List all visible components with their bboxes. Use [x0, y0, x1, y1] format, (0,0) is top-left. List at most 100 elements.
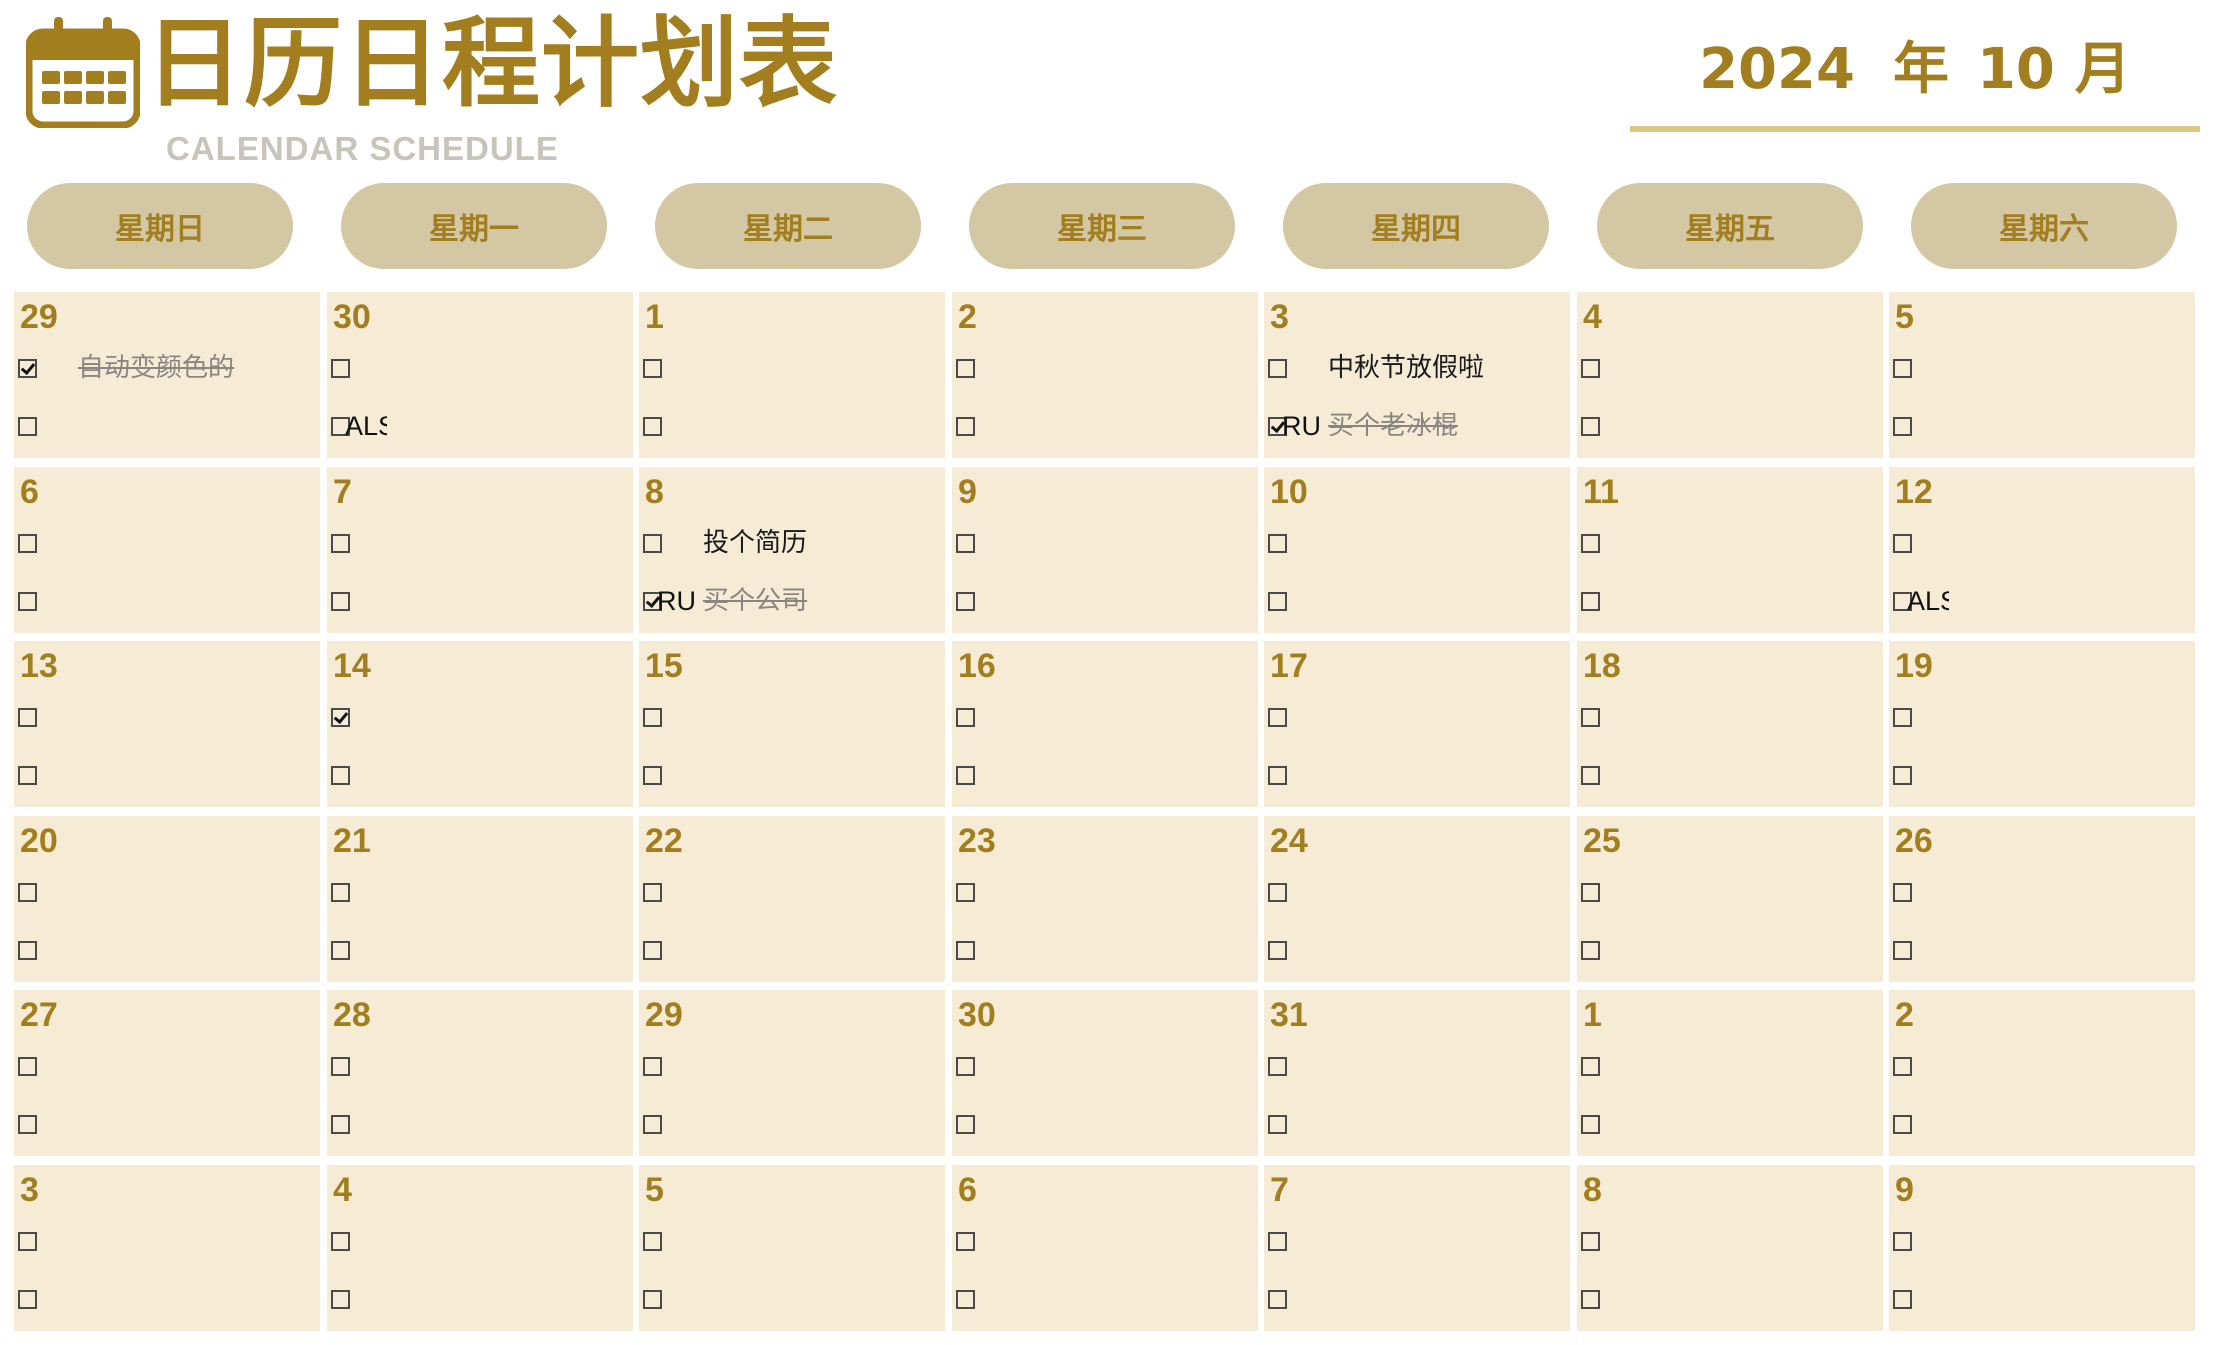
- task-checkbox[interactable]: [956, 1232, 975, 1251]
- task-checkbox[interactable]: [1581, 1115, 1600, 1134]
- task-checkbox[interactable]: [1268, 941, 1287, 960]
- task-checkbox[interactable]: [643, 883, 662, 902]
- task-checkbox[interactable]: [1268, 359, 1287, 378]
- day-cell[interactable]: 11: [1577, 467, 1883, 633]
- task-checkbox[interactable]: [956, 592, 975, 611]
- task-checkbox[interactable]: [956, 1057, 975, 1076]
- day-cell[interactable]: 8 投个简历 RU 买个公司: [639, 467, 945, 633]
- task-checkbox[interactable]: [643, 1232, 662, 1251]
- task-checkbox[interactable]: [956, 708, 975, 727]
- task-checkbox[interactable]: [1268, 1057, 1287, 1076]
- task-checkbox[interactable]: [1581, 1232, 1600, 1251]
- task-checkbox[interactable]: [1268, 534, 1287, 553]
- day-cell[interactable]: 20: [14, 816, 320, 982]
- day-cell[interactable]: 14: [327, 641, 633, 807]
- day-cell[interactable]: 19: [1889, 641, 2195, 807]
- task-checkbox[interactable]: [643, 592, 662, 611]
- day-cell[interactable]: 4: [1577, 292, 1883, 458]
- task-checkbox[interactable]: [18, 417, 37, 436]
- task-checkbox[interactable]: [1581, 708, 1600, 727]
- task-checkbox[interactable]: [331, 766, 350, 785]
- task-checkbox[interactable]: [1581, 417, 1600, 436]
- day-cell[interactable]: 21: [327, 816, 633, 982]
- task-checkbox[interactable]: [1268, 1290, 1287, 1309]
- day-cell[interactable]: 2: [1889, 990, 2195, 1156]
- task-checkbox[interactable]: [18, 941, 37, 960]
- day-cell[interactable]: 3 中秋节放假啦 RU 买个老冰棍: [1264, 292, 1570, 458]
- day-cell[interactable]: 18: [1577, 641, 1883, 807]
- day-cell[interactable]: 7: [1264, 1165, 1570, 1331]
- day-cell[interactable]: 1: [1577, 990, 1883, 1156]
- task-checkbox[interactable]: [1268, 1232, 1287, 1251]
- task-checkbox[interactable]: [956, 941, 975, 960]
- day-cell[interactable]: 13: [14, 641, 320, 807]
- task-checkbox[interactable]: [18, 1290, 37, 1309]
- task-checkbox[interactable]: [1893, 359, 1912, 378]
- day-cell[interactable]: 9: [1889, 1165, 2195, 1331]
- task-text[interactable]: 买个老冰棍: [1328, 411, 1459, 441]
- task-checkbox[interactable]: [1268, 883, 1287, 902]
- day-cell[interactable]: 31: [1264, 990, 1570, 1156]
- day-cell[interactable]: 15: [639, 641, 945, 807]
- task-checkbox[interactable]: [331, 1232, 350, 1251]
- task-checkbox[interactable]: [1893, 1057, 1912, 1076]
- task-checkbox[interactable]: [331, 592, 350, 611]
- task-checkbox[interactable]: [1581, 1057, 1600, 1076]
- day-cell[interactable]: 6: [952, 1165, 1258, 1331]
- task-checkbox[interactable]: [1581, 359, 1600, 378]
- task-checkbox[interactable]: [956, 1290, 975, 1309]
- day-cell[interactable]: 29 自动变颜色的: [14, 292, 320, 458]
- day-cell[interactable]: 30: [952, 990, 1258, 1156]
- day-cell[interactable]: 8: [1577, 1165, 1883, 1331]
- task-checkbox[interactable]: [18, 1057, 37, 1076]
- task-checkbox[interactable]: [18, 766, 37, 785]
- day-cell[interactable]: 4: [327, 1165, 633, 1331]
- task-checkbox[interactable]: [1581, 941, 1600, 960]
- task-checkbox[interactable]: [1268, 708, 1287, 727]
- task-checkbox[interactable]: [1581, 534, 1600, 553]
- day-cell[interactable]: 25: [1577, 816, 1883, 982]
- day-cell[interactable]: 24: [1264, 816, 1570, 982]
- task-checkbox[interactable]: [643, 1115, 662, 1134]
- task-checkbox[interactable]: [643, 708, 662, 727]
- day-cell[interactable]: 30 ALS: [327, 292, 633, 458]
- task-checkbox[interactable]: [643, 1290, 662, 1309]
- day-cell[interactable]: 22: [639, 816, 945, 982]
- task-checkbox[interactable]: [956, 359, 975, 378]
- task-checkbox[interactable]: [643, 417, 662, 436]
- year-value[interactable]: 2024: [1699, 37, 1855, 102]
- task-checkbox[interactable]: [643, 534, 662, 553]
- task-checkbox[interactable]: [1893, 1290, 1912, 1309]
- day-cell[interactable]: 23: [952, 816, 1258, 982]
- task-checkbox[interactable]: [331, 941, 350, 960]
- task-checkbox[interactable]: [1268, 1115, 1287, 1134]
- task-checkbox[interactable]: [18, 1115, 37, 1134]
- task-checkbox[interactable]: [1893, 941, 1912, 960]
- task-checkbox[interactable]: [331, 1057, 350, 1076]
- task-checkbox[interactable]: [331, 883, 350, 902]
- task-checkbox[interactable]: [1581, 592, 1600, 611]
- day-cell[interactable]: 5: [1889, 292, 2195, 458]
- task-text[interactable]: 中秋节放假啦: [1328, 353, 1485, 383]
- task-checkbox[interactable]: [18, 883, 37, 902]
- day-cell[interactable]: 27: [14, 990, 320, 1156]
- task-checkbox[interactable]: [643, 359, 662, 378]
- task-checkbox[interactable]: [18, 708, 37, 727]
- day-cell[interactable]: 3: [14, 1165, 320, 1331]
- task-checkbox[interactable]: [643, 941, 662, 960]
- day-cell[interactable]: 12 ALS: [1889, 467, 2195, 633]
- task-checkbox[interactable]: [1893, 592, 1912, 611]
- task-checkbox[interactable]: [1268, 592, 1287, 611]
- day-cell[interactable]: 5: [639, 1165, 945, 1331]
- task-checkbox[interactable]: [331, 534, 350, 553]
- task-checkbox[interactable]: [1893, 417, 1912, 436]
- task-checkbox[interactable]: [1581, 883, 1600, 902]
- task-checkbox[interactable]: [331, 1115, 350, 1134]
- day-cell[interactable]: 28: [327, 990, 633, 1156]
- task-checkbox[interactable]: [331, 417, 350, 436]
- month-value[interactable]: 10: [1976, 37, 2055, 102]
- task-checkbox[interactable]: [18, 534, 37, 553]
- day-cell[interactable]: 26: [1889, 816, 2195, 982]
- task-checkbox[interactable]: [1893, 766, 1912, 785]
- task-text[interactable]: 自动变颜色的: [78, 353, 235, 383]
